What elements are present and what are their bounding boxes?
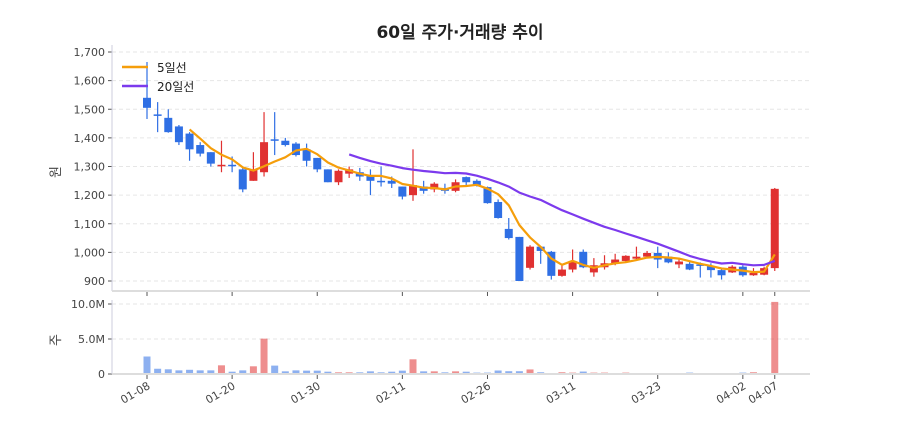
candle-body — [686, 264, 694, 270]
price-tick-label: 1,000 — [74, 246, 106, 259]
candle-body — [196, 145, 204, 154]
candle-body — [494, 202, 502, 218]
price-tick-label: 1,200 — [74, 189, 106, 202]
candle-body — [281, 141, 289, 145]
price-axis-label: 원 — [49, 166, 64, 178]
price-tick-label: 1,600 — [74, 75, 106, 88]
chart-title: 60일 주가·거래량 추이 — [376, 23, 543, 43]
legend: 5일선 20일선 — [122, 61, 194, 94]
candle-body — [154, 114, 162, 116]
volume-bar — [271, 366, 278, 374]
candle-body — [175, 126, 183, 142]
x-tick-label: 04-07 — [746, 379, 780, 406]
price-tick-label: 1,100 — [74, 218, 106, 231]
volume-bar — [250, 366, 257, 374]
candle-body — [377, 181, 385, 183]
candle-body — [313, 158, 321, 169]
volume-bar — [144, 357, 151, 375]
candle-body — [718, 270, 726, 275]
candle-body — [558, 270, 566, 276]
x-tick-label: 04-02 — [714, 379, 748, 406]
candle-body — [398, 187, 406, 197]
volume-axis-label: 주 — [49, 334, 64, 346]
candle-body — [207, 152, 215, 163]
price-tick-label: 1,300 — [74, 161, 106, 174]
volume-bar — [261, 339, 268, 374]
candle-body — [462, 177, 470, 182]
legend-label: 20일선 — [157, 80, 194, 94]
candle-body — [324, 169, 332, 182]
candle-body — [505, 229, 513, 238]
candle-body — [143, 98, 151, 108]
candle-body — [675, 262, 683, 265]
candle-body — [164, 118, 172, 132]
volume-bar — [771, 302, 778, 374]
volume-tick-label: 10.0M — [71, 298, 105, 311]
candle-body — [228, 165, 236, 167]
volume-tick-label: 0 — [98, 368, 105, 381]
volume-tick-label: 5.0M — [78, 333, 105, 346]
price-tick-label: 1,400 — [74, 132, 106, 145]
x-tick-label: 01-30 — [289, 379, 323, 406]
x-tick-label: 01-20 — [203, 379, 237, 406]
legend-label: 5일선 — [157, 61, 187, 75]
x-tick-label: 03-11 — [544, 379, 578, 406]
volume-bar — [218, 365, 225, 374]
ma-line-5 — [190, 129, 775, 272]
candle-body — [388, 181, 396, 184]
candle-body — [526, 247, 534, 268]
candle-body — [239, 169, 247, 189]
x-tick-label: 02-26 — [459, 379, 493, 406]
candle-body — [186, 134, 194, 150]
x-tick-label: 02-11 — [374, 379, 408, 406]
price-tick-label: 1,500 — [74, 103, 106, 116]
x-tick-label: 01-08 — [118, 379, 152, 406]
price-tick-label: 900 — [84, 275, 105, 288]
candle-body — [271, 139, 279, 141]
candle-body — [335, 171, 343, 182]
candle-body — [217, 165, 225, 167]
price-tick-label: 1,700 — [74, 46, 106, 59]
candle-body — [622, 256, 630, 261]
candle-body — [749, 273, 757, 275]
candle-body — [643, 253, 651, 257]
x-tick-label: 03-23 — [629, 379, 663, 406]
volume-bar — [410, 359, 417, 374]
candle-body — [515, 237, 523, 281]
